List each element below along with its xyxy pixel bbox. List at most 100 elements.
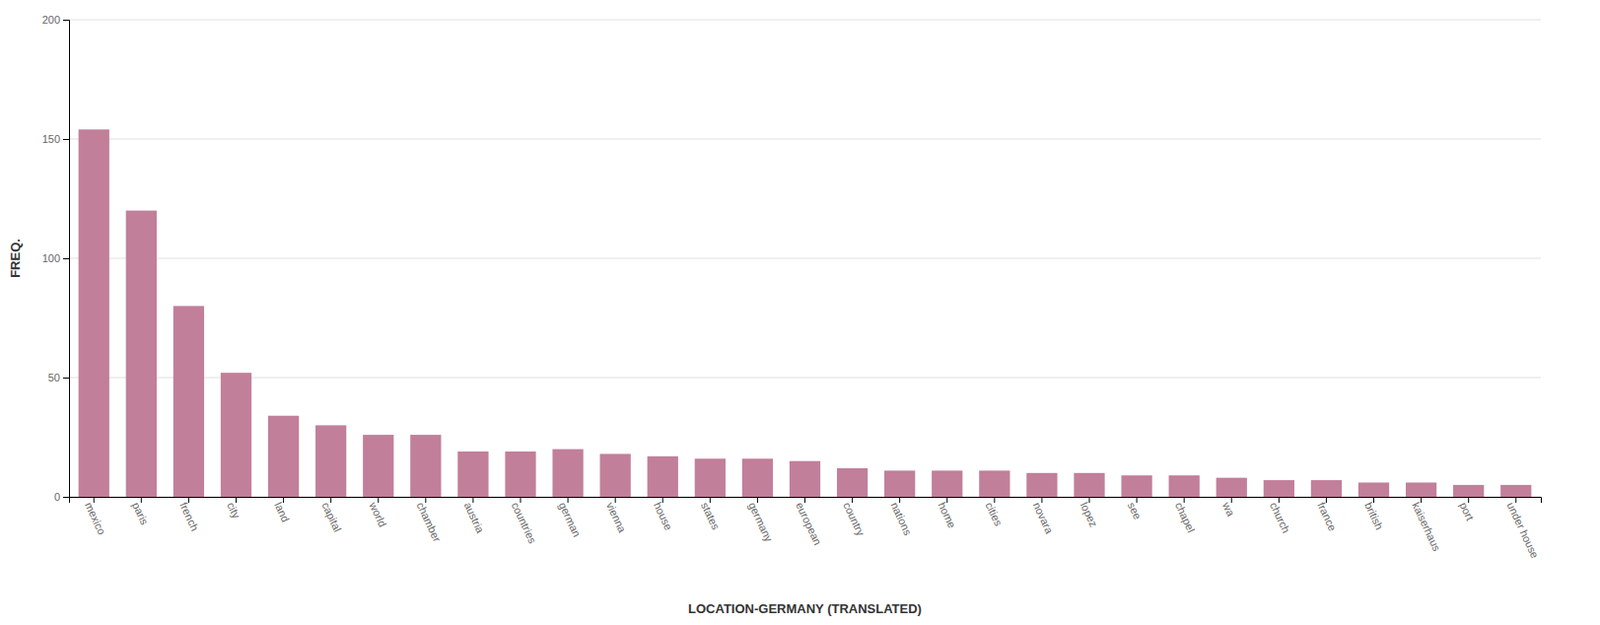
- x-tick: austria: [462, 496, 487, 536]
- x-tick: wa: [1220, 496, 1239, 519]
- bar: [78, 129, 110, 497]
- x-tick-label: cities: [983, 500, 1006, 529]
- x-tick-label: novara: [1031, 500, 1056, 537]
- x-tick: lopez: [1078, 496, 1101, 529]
- x-tick-label: germany: [746, 500, 775, 545]
- x-tick: land: [272, 496, 292, 524]
- x-tick: under house: [1504, 496, 1541, 560]
- x-tick: church: [1267, 496, 1293, 536]
- x-tick: capital: [319, 496, 344, 534]
- x-tick: kaiserhaus: [1409, 496, 1444, 554]
- bar: [600, 453, 631, 497]
- x-tick-label: wa: [1220, 499, 1239, 520]
- x-tick-label: paris: [130, 500, 151, 528]
- x-tick: world: [366, 496, 389, 529]
- x-tick-label: kaiserhaus: [1409, 500, 1444, 555]
- x-tick-label: world: [366, 499, 389, 530]
- x-tick: germany: [746, 496, 775, 545]
- y-tick-label: 0: [54, 490, 61, 503]
- bar: [1358, 482, 1390, 497]
- bar: [173, 305, 205, 497]
- y-tick: 0: [54, 490, 70, 503]
- bar: [1263, 480, 1295, 497]
- bar: [1026, 473, 1057, 497]
- x-tick-label: city: [224, 500, 243, 521]
- bar: [789, 461, 821, 497]
- x-tick: nations: [888, 496, 914, 538]
- bar: [1405, 482, 1437, 497]
- bar: [457, 451, 488, 497]
- grid-line: [69, 139, 1541, 140]
- plot-area: 0 50 100 150 200 mexico paris french city land cap…: [42, 13, 1542, 560]
- x-tick: states: [698, 496, 722, 533]
- x-tick-label: mexico: [82, 500, 109, 538]
- x-tick-label: lopez: [1078, 500, 1101, 530]
- x-tick-label: house: [651, 500, 676, 533]
- x-tick-label: european: [793, 500, 825, 548]
- bar: [410, 434, 441, 497]
- x-tick: paris: [130, 496, 151, 528]
- x-tick-label: french: [177, 500, 202, 534]
- bar: [1169, 475, 1200, 497]
- x-tick: mexico: [82, 496, 109, 537]
- y-axis: 0 50 100 150 200: [42, 13, 70, 503]
- x-tick-label: land: [272, 500, 292, 525]
- x-tick-label: church: [1267, 500, 1293, 536]
- x-tick-label: under house: [1504, 500, 1541, 561]
- y-tick-label: 100: [42, 252, 61, 265]
- bar: [220, 372, 252, 497]
- chart: 0 50 100 150 200 mexico paris french city land cap…: [0, 0, 1600, 625]
- grid: [69, 19, 1541, 497]
- x-tick: vienna: [604, 496, 629, 536]
- bar: [695, 458, 726, 497]
- bar: [1120, 475, 1152, 497]
- x-tick-label: see: [1125, 500, 1144, 522]
- bar: [315, 424, 347, 497]
- x-tick-label: states: [698, 500, 722, 533]
- x-tick: british: [1362, 496, 1386, 532]
- x-tick-label: british: [1362, 500, 1386, 533]
- bar: [1453, 485, 1484, 497]
- bar: [978, 470, 1010, 497]
- y-tick-label: 200: [42, 13, 61, 26]
- y-tick: 50: [48, 371, 70, 384]
- x-tick: country: [840, 496, 867, 539]
- y-tick: 200: [42, 13, 70, 26]
- y-axis-line: [63, 20, 70, 498]
- x-tick: german: [556, 496, 584, 539]
- bar: [742, 458, 773, 497]
- bar: [126, 210, 157, 497]
- x-tick-label: chamber: [415, 500, 444, 545]
- x-tick-label: country: [840, 500, 867, 539]
- x-tick-label: austria: [462, 500, 487, 537]
- x-tick-label: countries: [509, 500, 540, 547]
- x-axis-title: LOCATION-GERMANY (TRANSLATED): [688, 601, 922, 617]
- y-axis-title: FREQ.: [7, 238, 23, 279]
- y-tick-label: 150: [42, 133, 61, 145]
- y-tick-label: 50: [48, 371, 61, 384]
- y-tick-mark: [63, 139, 70, 140]
- grid-line: [69, 377, 1541, 379]
- y-tick: 150: [42, 133, 70, 145]
- bar: [836, 468, 868, 497]
- x-tick-label: home: [935, 500, 959, 531]
- x-tick: chamber: [415, 496, 444, 545]
- bar: [1073, 473, 1105, 497]
- x-tick: cities: [983, 496, 1006, 529]
- x-tick: see: [1125, 496, 1144, 522]
- x-tick-label: nations: [888, 500, 914, 539]
- x-tick-label: german: [556, 500, 584, 540]
- bar: [1311, 480, 1342, 497]
- x-tick: house: [651, 496, 676, 533]
- y-tick-mark: [63, 258, 70, 260]
- x-tick: french: [177, 496, 202, 533]
- bar: [1216, 478, 1248, 497]
- x-tick: city: [224, 496, 243, 521]
- bar: [931, 470, 963, 497]
- x-axis: mexico paris french city land capital world cha…: [69, 496, 1542, 560]
- x-tick: countries: [509, 496, 540, 546]
- bar: [647, 456, 679, 497]
- bar: [552, 449, 583, 497]
- x-tick-label: vienna: [604, 500, 629, 536]
- y-tick-mark: [63, 19, 70, 21]
